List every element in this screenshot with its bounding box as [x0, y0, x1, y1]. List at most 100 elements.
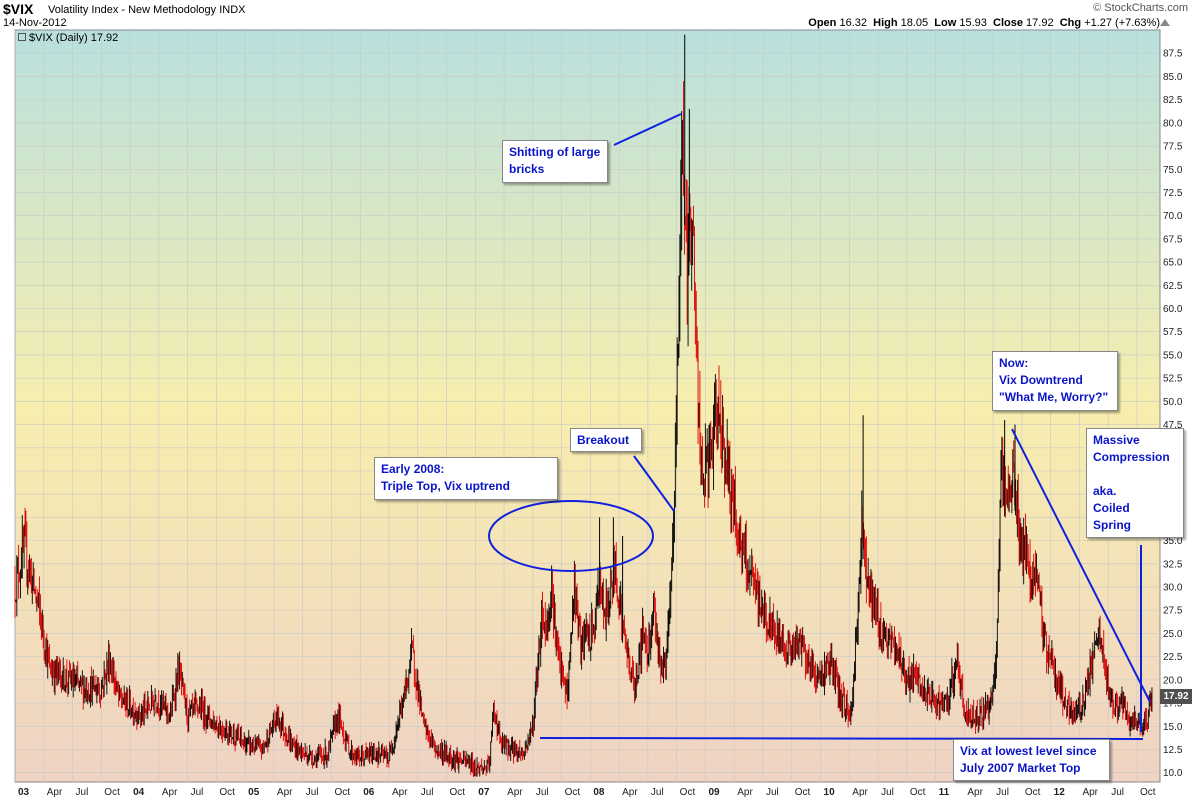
x-tick-label: Oct [104, 787, 120, 798]
x-tick-label: 09 [708, 787, 720, 798]
y-tick-label: 82.5 [1163, 95, 1183, 106]
x-tick-label: Oct [450, 787, 466, 798]
brand-logo: © StockCharts.com [1093, 2, 1188, 14]
x-tick-label: 08 [593, 787, 605, 798]
y-tick-label: 17.5 [1163, 699, 1183, 710]
y-tick-label: 85.0 [1163, 72, 1183, 83]
y-tick-label: 52.5 [1163, 374, 1183, 385]
scroll-up-icon[interactable] [1160, 19, 1170, 26]
y-tick-label: 60.0 [1163, 304, 1183, 315]
y-tick-label: 65.0 [1163, 258, 1183, 269]
close-value: 17.92 [1026, 17, 1054, 29]
legend-swatch-icon [18, 33, 26, 41]
ohlc-readout: Open 16.32 High 18.05 Low 15.93 Close 17… [808, 17, 1160, 29]
y-tick-label: 22.5 [1163, 652, 1183, 663]
legend-label: $VIX (Daily) 17.92 [29, 32, 119, 44]
high-value: 18.05 [900, 17, 929, 29]
x-tick-label: Oct [910, 787, 926, 798]
y-tick-label: 72.5 [1163, 188, 1183, 199]
x-tick-label: Apr [277, 787, 293, 798]
y-tick-label: 15.0 [1163, 722, 1183, 733]
x-tick-label: Jul [306, 787, 319, 798]
y-tick-label: 80.0 [1163, 118, 1183, 129]
y-tick-label: 70.0 [1163, 211, 1183, 222]
y-tick-label: 12.5 [1163, 745, 1183, 756]
annotation-breakout: Breakout [570, 428, 642, 452]
y-tick-label: 50.0 [1163, 397, 1183, 408]
x-tick-label: Jul [191, 787, 204, 798]
x-tick-label: Oct [680, 787, 696, 798]
x-tick-label: Apr [162, 787, 178, 798]
y-tick-label: 47.5 [1163, 420, 1183, 431]
y-axis: 10.0 12.5 15.0 17.5 20.0 22.5 25.0 27.5 30.0 32.5… [1163, 49, 1183, 780]
chart-header: $VIX Volatility Index - New Methodology … [0, 0, 1200, 30]
open-value: 16.32 [839, 17, 867, 29]
x-tick-label: 03 [18, 787, 30, 798]
x-tick-label: Jul [421, 787, 434, 798]
x-tick-label: 10 [824, 787, 836, 798]
x-tick-label: Oct [565, 787, 581, 798]
open-label: Open [808, 17, 837, 29]
y-tick-label: 55.0 [1163, 350, 1183, 361]
last-value-tag: 17.92 [1160, 689, 1192, 704]
x-tick-label: 05 [248, 787, 260, 798]
x-tick-label: Jul [1111, 787, 1124, 798]
instrument-name: Volatility Index - New Methodology INDX [48, 4, 246, 16]
chg-value: +1.27 (+7.63%) [1084, 17, 1160, 29]
x-tick-label: 04 [133, 787, 145, 798]
x-tick-label: Apr [392, 787, 408, 798]
low-label: Low [934, 17, 957, 29]
triple-top-ellipse [488, 500, 654, 572]
support-line [539, 737, 1144, 740]
y-tick-label: 20.0 [1163, 675, 1183, 686]
x-tick-label: Apr [737, 787, 753, 798]
y-tick-label: 32.5 [1163, 559, 1183, 570]
x-tick-label: Jul [766, 787, 779, 798]
x-tick-label: Oct [334, 787, 350, 798]
x-tick-label: 12 [1054, 787, 1066, 798]
y-tick-label: 57.5 [1163, 327, 1183, 338]
y-tick-label: 77.5 [1163, 142, 1183, 153]
x-tick-label: 11 [939, 787, 950, 798]
legend: $VIX (Daily) 17.92 [18, 32, 118, 44]
ticker-symbol: $VIX [3, 1, 34, 17]
x-tick-label: Apr [507, 787, 523, 798]
y-tick-label: 30.0 [1163, 583, 1183, 594]
x-tick-label: Oct [1025, 787, 1041, 798]
low-value: 15.93 [959, 17, 987, 29]
x-tick-label: Apr [622, 787, 638, 798]
x-tick-label: Apr [47, 787, 63, 798]
y-tick-label: 27.5 [1163, 606, 1183, 617]
annotation-compression: Massive Compression aka. Coiled Spring [1086, 428, 1184, 538]
pointer-line-bricks [613, 113, 682, 146]
y-tick-label: 75.0 [1163, 165, 1183, 176]
x-tick-label: Jul [996, 787, 1009, 798]
chg-label: Chg [1059, 17, 1082, 29]
high-label: High [873, 17, 898, 29]
y-tick-label: 35.0 [1163, 536, 1183, 547]
x-tick-label: Apr [852, 787, 868, 798]
y-tick-label: 25.0 [1163, 629, 1183, 640]
x-tick-label: Jul [536, 787, 549, 798]
y-tick-label: 10.0 [1163, 768, 1183, 779]
annotation-triple-top: Early 2008: Triple Top, Vix uptrend [374, 457, 558, 500]
x-tick-label: 06 [363, 787, 375, 798]
downtrend-line [1011, 428, 1151, 703]
close-label: Close [993, 17, 1023, 29]
x-tick-label: Jul [76, 787, 89, 798]
x-tick-label: Jul [881, 787, 894, 798]
annotation-lowest-level: Vix at lowest level since July 2007 Mark… [953, 739, 1110, 781]
x-tick-label: Jul [651, 787, 664, 798]
chart-date: 14-Nov-2012 [3, 17, 67, 29]
annotation-bricks: Shitting of large bricks [502, 140, 608, 183]
price-bars [14, 34, 1153, 778]
x-tick-label: Apr [967, 787, 983, 798]
annotation-drawings [488, 113, 1151, 740]
x-axis: 03 Apr Jul Oct 04 Apr Jul Oct 05 Apr Jul Oct 06 Apr Ju… [18, 787, 1156, 798]
pointer-line-breakout [633, 455, 675, 512]
x-tick-label: Apr [1082, 787, 1098, 798]
x-tick-label: 07 [478, 787, 490, 798]
y-tick-label: 67.5 [1163, 234, 1183, 245]
x-tick-label: Oct [795, 787, 811, 798]
x-tick-label: Oct [1140, 787, 1156, 798]
